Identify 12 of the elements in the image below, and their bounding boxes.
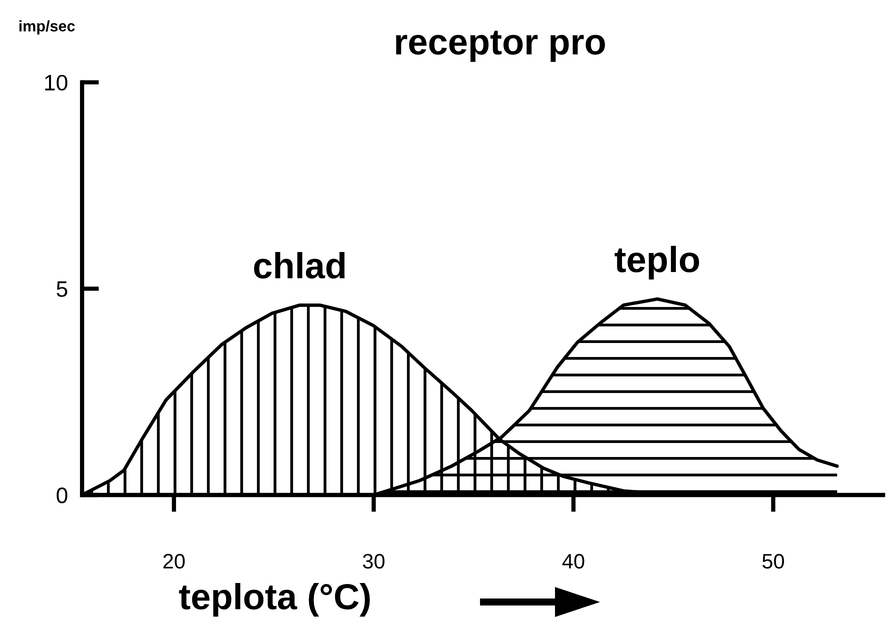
x-tick-label: 20 bbox=[163, 554, 185, 569]
series-label: teplo bbox=[614, 246, 700, 280]
y-axis-title: imp/sec bbox=[19, 20, 75, 35]
x-axis-title: teplota (°C) bbox=[179, 583, 370, 617]
x-tick-label: 50 bbox=[762, 554, 784, 569]
y-tick-label: 10 bbox=[45, 74, 68, 91]
x-tick-label: 30 bbox=[362, 554, 384, 569]
y-tick-label: 5 bbox=[56, 281, 68, 297]
series-label: chlad bbox=[254, 252, 345, 279]
x-tick-label: 40 bbox=[562, 554, 584, 569]
chart-title: receptor pro bbox=[396, 30, 605, 62]
y-tick-label: 0 bbox=[56, 488, 68, 504]
